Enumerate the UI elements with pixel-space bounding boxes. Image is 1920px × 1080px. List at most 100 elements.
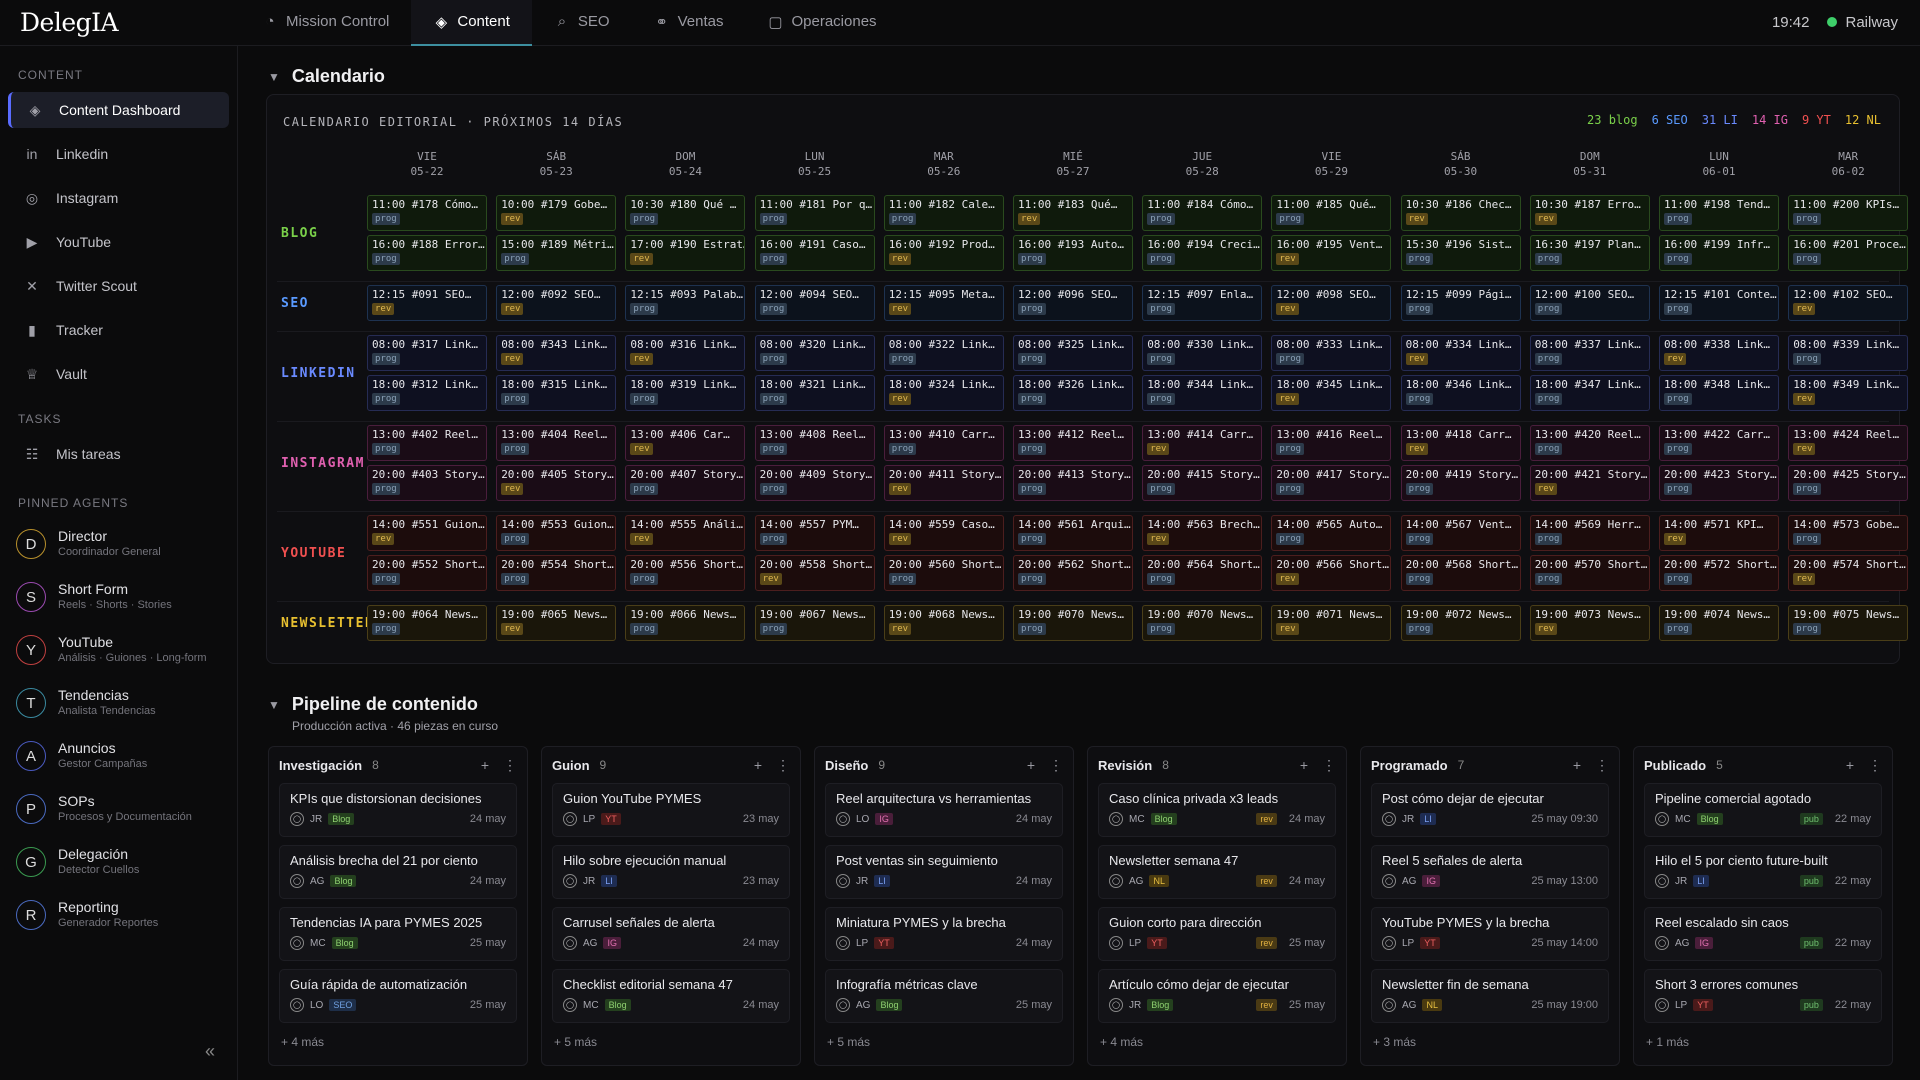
pipeline-card[interactable]: Análisis brecha del 21 por ciento ◯ AG Blog… — [279, 845, 517, 899]
pipeline-card[interactable]: Hilo el 5 por ciento future-built ◯ JR LI pu… — [1644, 845, 1882, 899]
calendar-entry[interactable]: 17:00 #190 Estrat… rev — [625, 235, 746, 271]
pinned-agent[interactable]: R Reporting Generador Reportes — [0, 891, 237, 939]
pinned-agent[interactable]: T Tendencias Analista Tendencias — [0, 679, 237, 727]
calendar-entry[interactable]: 20:00 #421 Story… rev — [1529, 465, 1650, 501]
tab-mission-control[interactable]: ◔ Mission Control — [240, 0, 411, 46]
calendar-entry[interactable]: 12:15 #093 Palab… prog — [625, 285, 746, 321]
calendar-entry[interactable]: 10:30 #186 Chec… rev — [1400, 195, 1521, 231]
sidebar-item-mis-tareas[interactable]: ☷ Mis tareas — [8, 436, 229, 472]
calendar-count-badge[interactable]: 9 YT — [1801, 113, 1831, 127]
plus-icon[interactable]: + — [480, 756, 489, 773]
calendar-entry[interactable]: 19:00 #070 News… prog — [1013, 605, 1133, 641]
calendar-entry[interactable]: 13:00 #414 Carr… rev — [1142, 425, 1263, 461]
calendar-entry[interactable]: 20:00 #407 Story… prog — [625, 465, 746, 501]
pipeline-card[interactable]: Caso clínica privada x3 leads ◯ MC Blog rev 2… — [1098, 783, 1336, 837]
calendar-entry[interactable]: 16:00 #191 Caso… prog — [754, 235, 875, 271]
calendar-count-badge[interactable]: 23 blog — [1587, 113, 1638, 127]
calendar-entry[interactable]: 20:00 #409 Story… prog — [754, 465, 875, 501]
calendar-entry[interactable]: 13:00 #422 Carr… prog — [1659, 425, 1779, 461]
calendar-entry[interactable]: 16:00 #195 Vent… rev — [1271, 235, 1392, 271]
calendar-entry[interactable]: 11:00 #183 Qué… rev — [1013, 195, 1133, 231]
plus-icon[interactable]: + — [753, 756, 762, 773]
pinned-agent[interactable]: A Anuncios Gestor Campañas — [0, 732, 237, 780]
tab-operaciones[interactable]: ▢ Operaciones — [745, 0, 898, 46]
calendar-entry[interactable]: 20:00 #568 Short… prog — [1400, 555, 1521, 591]
calendar-count-badge[interactable]: 14 IG — [1751, 113, 1788, 127]
calendar-entry[interactable]: 18:00 #326 Link… prog — [1013, 375, 1133, 411]
pipeline-card[interactable]: Short 3 errores comunes ◯ LP YT pub 22 may — [1644, 969, 1882, 1023]
pipeline-card[interactable]: Guía rápida de automatización ◯ LO SEO 25 ma… — [279, 969, 517, 1023]
pipeline-card[interactable]: Checklist editorial semana 47 ◯ MC Blog 24 m… — [552, 969, 790, 1023]
sidebar-item-twitter-scout[interactable]: ✕ Twitter Scout — [8, 268, 229, 304]
calendar-entry[interactable]: 10:00 #179 Gobe… rev — [496, 195, 617, 231]
calendar-entry[interactable]: 14:00 #573 Gobe… prog — [1788, 515, 1909, 551]
calendar-entry[interactable]: 20:00 #570 Short… prog — [1529, 555, 1650, 591]
calendar-entry[interactable]: 19:00 #072 News… prog — [1400, 605, 1521, 641]
pipeline-card[interactable]: Tendencias IA para PYMES 2025 ◯ MC Blog 25 m… — [279, 907, 517, 961]
sidebar-item-instagram[interactable]: ◎ Instagram — [8, 180, 229, 216]
calendar-entry[interactable]: 18:00 #346 Link… prog — [1400, 375, 1521, 411]
calendar-entry[interactable]: 12:15 #099 Pági… prog — [1400, 285, 1521, 321]
calendar-entry[interactable]: 14:00 #565 Auto… prog — [1271, 515, 1392, 551]
calendar-entry[interactable]: 19:00 #068 News… rev — [883, 605, 1004, 641]
tab-seo[interactable]: ⌕ SEO — [532, 0, 632, 46]
calendar-entry[interactable]: 19:00 #070 News… prog — [1142, 605, 1263, 641]
tab-ventas[interactable]: ⚭ Ventas — [632, 0, 746, 46]
calendar-entry[interactable]: 18:00 #312 Link… prog — [367, 375, 487, 411]
calendar-entry[interactable]: 20:00 #574 Short… rev — [1788, 555, 1909, 591]
calendar-entry[interactable]: 20:00 #562 Short… prog — [1013, 555, 1133, 591]
more-vertical-icon[interactable]: ⋮ — [1868, 756, 1882, 773]
calendar-entry[interactable]: 15:00 #189 Métri… prog — [496, 235, 617, 271]
calendar-entry[interactable]: 12:00 #094 SEO… prog — [754, 285, 875, 321]
calendar-entry[interactable]: 11:00 #178 Cómo… prog — [367, 195, 487, 231]
calendar-entry[interactable]: 08:00 #325 Link… prog — [1013, 335, 1133, 371]
pipeline-card[interactable]: Hilo sobre ejecución manual ◯ JR LI 23 may — [552, 845, 790, 899]
calendar-entry[interactable]: 20:00 #564 Short… prog — [1142, 555, 1263, 591]
calendar-entry[interactable]: 14:00 #561 Arqui… prog — [1013, 515, 1133, 551]
calendar-entry[interactable]: 20:00 #413 Story… prog — [1013, 465, 1133, 501]
calendar-entry[interactable]: 16:00 #192 Prod… rev — [883, 235, 1004, 271]
pipeline-card[interactable]: Guion corto para dirección ◯ LP YT rev 25 may — [1098, 907, 1336, 961]
calendar-entry[interactable]: 20:00 #405 Story… rev — [496, 465, 617, 501]
pipeline-card[interactable]: Infografía métricas clave ◯ AG Blog 25 may — [825, 969, 1063, 1023]
calendar-entry[interactable]: 19:00 #066 News… prog — [625, 605, 746, 641]
calendar-entry[interactable]: 13:00 #418 Carr… rev — [1400, 425, 1521, 461]
calendar-entry[interactable]: 10:30 #180 Qué … prog — [625, 195, 746, 231]
calendar-entry[interactable]: 16:00 #194 Creci… prog — [1142, 235, 1263, 271]
pinned-agent[interactable]: S Short Form Reels · Shorts · Stories — [0, 573, 237, 621]
calendar-entry[interactable]: 12:15 #101 Conte… prog — [1659, 285, 1779, 321]
calendar-entry[interactable]: 08:00 #343 Link… rev — [496, 335, 617, 371]
calendar-entry[interactable]: 20:00 #558 Short… rev — [754, 555, 875, 591]
calendar-entry[interactable]: 13:00 #420 Reel… prog — [1529, 425, 1650, 461]
calendar-entry[interactable]: 11:00 #200 KPIs… prog — [1788, 195, 1909, 231]
calendar-entry[interactable]: 12:15 #095 Meta… rev — [883, 285, 1004, 321]
sidebar-item-content-dashboard[interactable]: ◈ Content Dashboard — [8, 92, 229, 128]
calendar-entry[interactable]: 08:00 #320 Link… prog — [754, 335, 875, 371]
pipeline-card[interactable]: Miniatura PYMES y la brecha ◯ LP YT 24 may — [825, 907, 1063, 961]
calendar-entry[interactable]: 13:00 #416 Reel… prog — [1271, 425, 1392, 461]
calendar-entry[interactable]: 10:30 #187 Erro… rev — [1529, 195, 1650, 231]
calendar-count-badge[interactable]: 12 NL — [1844, 113, 1881, 127]
more-link[interactable]: + 5 más — [554, 1035, 598, 1049]
calendar-entry[interactable]: 14:00 #569 Herr… prog — [1529, 515, 1650, 551]
calendar-entry[interactable]: 12:00 #098 SEO… rev — [1271, 285, 1392, 321]
pipeline-card[interactable]: Newsletter semana 47 ◯ AG NL rev 24 may — [1098, 845, 1336, 899]
pipeline-card[interactable]: Post ventas sin seguimiento ◯ JR LI 24 may — [825, 845, 1063, 899]
pipeline-card[interactable]: Newsletter fin de semana ◯ AG NL 25 may 19:0… — [1371, 969, 1609, 1023]
calendar-entry[interactable]: 20:00 #403 Story… prog — [367, 465, 487, 501]
calendar-entry[interactable]: 14:00 #571 KPI… rev — [1659, 515, 1779, 551]
calendar-entry[interactable]: 20:00 #423 Story… prog — [1659, 465, 1779, 501]
calendar-entry[interactable]: 19:00 #071 News… rev — [1271, 605, 1392, 641]
calendar-entry[interactable]: 16:00 #193 Auto… prog — [1013, 235, 1133, 271]
calendar-entry[interactable]: 20:00 #425 Story… prog — [1788, 465, 1909, 501]
calendar-count-badge[interactable]: 6 SEO — [1651, 113, 1688, 127]
calendar-entry[interactable]: 20:00 #417 Story… prog — [1271, 465, 1392, 501]
calendar-entry[interactable]: 11:00 #182 Cale… prog — [883, 195, 1004, 231]
calendar-entry[interactable]: 14:00 #551 Guion… rev — [367, 515, 487, 551]
calendar-entry[interactable]: 18:00 #347 Link… prog — [1529, 375, 1650, 411]
pipeline-card[interactable]: Artículo cómo dejar de ejecutar ◯ JR Blog re… — [1098, 969, 1336, 1023]
calendar-entry[interactable]: 08:00 #338 Link… rev — [1659, 335, 1779, 371]
calendar-entry[interactable]: 19:00 #065 News… rev — [496, 605, 617, 641]
calendar-entry[interactable]: 19:00 #067 News… prog — [754, 605, 875, 641]
pipeline-card[interactable]: Reel escalado sin caos ◯ AG IG pub 22 may — [1644, 907, 1882, 961]
